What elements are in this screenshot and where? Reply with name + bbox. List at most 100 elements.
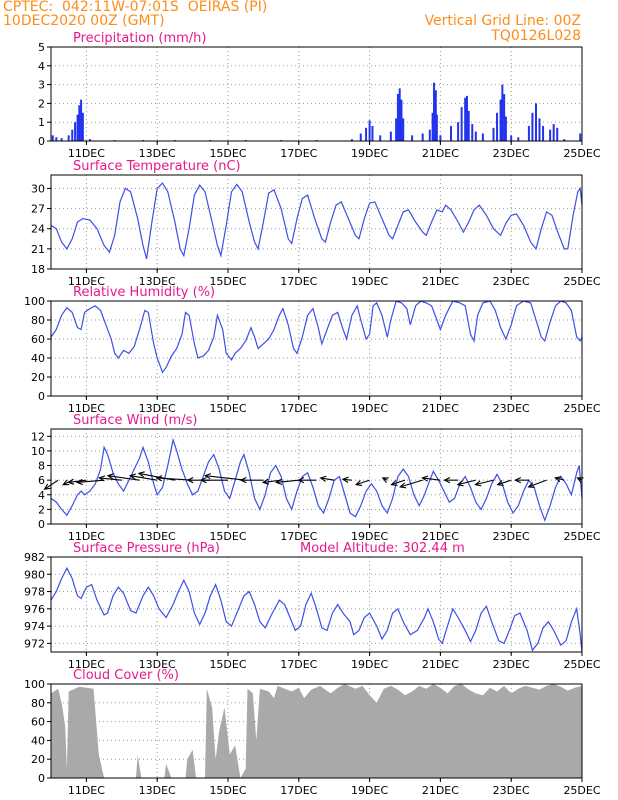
- x-tick-label: 23DEC: [493, 530, 530, 543]
- precip-bar: [464, 97, 467, 141]
- precip-bar: [549, 129, 552, 141]
- wind-arrow-head: [137, 471, 145, 478]
- wind-arrow-head: [514, 477, 522, 484]
- precip-bar: [527, 125, 530, 141]
- precip-bar: [402, 118, 405, 141]
- x-tick-label: 25DEC: [563, 402, 600, 415]
- x-tick-label: 21DEC: [422, 658, 459, 671]
- wind-arrow: [156, 477, 193, 481]
- precip-bar: [504, 116, 507, 141]
- y-tick-label: 21: [31, 243, 45, 256]
- x-tick-label: 25DEC: [563, 275, 600, 288]
- x-tick-label: 25DEC: [563, 147, 600, 160]
- precip-bar: [563, 139, 566, 141]
- wind-arrow-head: [239, 477, 247, 484]
- x-tick-label: 19DEC: [351, 530, 388, 543]
- precip-bar: [460, 107, 463, 141]
- x-tick-label: 23DEC: [493, 147, 530, 160]
- y-tick-label: 2: [38, 97, 45, 110]
- x-tick-label: 23DEC: [493, 275, 530, 288]
- panel-2: Surface Temperature (nC) 11DEC 13DEC 15DEC 1…: [31, 159, 601, 288]
- x-tick-label: 15DEC: [209, 530, 246, 543]
- x-tick-label: 21DEC: [422, 147, 459, 160]
- y-tick-label: 20: [31, 371, 45, 384]
- y-tick-label: 80: [31, 697, 45, 710]
- panel-frame: [50, 46, 583, 142]
- precip-bar: [55, 137, 58, 141]
- x-tick-label: 19DEC: [351, 147, 388, 160]
- wind-arrow: [355, 479, 370, 486]
- y-tick-label: 40: [31, 734, 45, 747]
- x-tick-label: 23DEC: [493, 784, 530, 797]
- wind-arrow: [497, 479, 512, 486]
- wind-arrow-head: [98, 475, 106, 482]
- precip-bar: [396, 94, 399, 141]
- precip-bar: [510, 135, 513, 141]
- wind-arrow-head: [443, 477, 451, 484]
- wind-arrow: [422, 477, 441, 481]
- y-tick-label: 60: [31, 333, 45, 346]
- y-tick-label: 0: [38, 390, 45, 403]
- y-tick-label: 80: [31, 314, 45, 327]
- model-code: TQ0126L028: [491, 28, 581, 44]
- panel-6: Cloud Cover (%) 11DEC 13DEC 15DEC 17DEC 19DEC…: [24, 668, 601, 797]
- wind-arrow-head: [155, 475, 163, 482]
- x-tick-label: 11DEC: [68, 275, 105, 288]
- y-tick-label: 1: [38, 116, 45, 129]
- x-tick-label: 13DEC: [139, 658, 176, 671]
- series-line: [51, 301, 582, 374]
- y-tick-label: 10: [31, 445, 45, 458]
- wind-arrow-head: [474, 480, 482, 487]
- precip-bar: [371, 125, 374, 141]
- y-tick-label: 982: [24, 551, 45, 564]
- x-tick-label: 17DEC: [280, 402, 317, 415]
- wind-arrow: [320, 477, 335, 481]
- y-tick-label: 6: [38, 474, 45, 487]
- y-tick-label: 24: [31, 223, 45, 236]
- panel-frame: [50, 300, 583, 397]
- wind-arrow-head: [261, 478, 269, 485]
- precip-bar: [481, 133, 484, 141]
- panel-title: Surface Pressure (hPa): [73, 541, 220, 556]
- precip-bar: [517, 137, 520, 141]
- precip-bar: [421, 133, 424, 141]
- wind-arrow: [391, 479, 406, 486]
- y-tick-label: 4: [38, 60, 45, 73]
- precip-bar: [434, 90, 437, 141]
- precip-bar: [368, 120, 371, 141]
- precip-bar: [400, 99, 403, 141]
- x-tick-label: 23DEC: [493, 658, 530, 671]
- series-line: [51, 566, 582, 652]
- precip-bar: [499, 99, 502, 141]
- y-tick-label: 976: [24, 603, 45, 616]
- precip-bar: [60, 138, 63, 141]
- wind-arrow-head: [421, 475, 429, 482]
- precip-bar: [71, 129, 74, 141]
- precip-bar: [531, 112, 534, 141]
- precip-bar: [88, 139, 91, 141]
- y-tick-label: 40: [31, 352, 45, 365]
- precip-bar: [76, 114, 79, 141]
- x-tick-label: 19DEC: [351, 658, 388, 671]
- y-tick-label: 0: [38, 135, 45, 148]
- x-tick-label: 13DEC: [139, 147, 176, 160]
- series-line: [51, 437, 582, 523]
- wind-arrow-head: [341, 476, 349, 483]
- precip-bar: [80, 99, 83, 141]
- panel-frame: [50, 428, 583, 525]
- wind-arrow: [400, 479, 423, 488]
- wind-arrow-head: [203, 473, 212, 480]
- wind-arrow: [342, 478, 352, 481]
- wind-arrow-head: [186, 477, 194, 484]
- precip-bar: [428, 129, 431, 141]
- panel-title: Surface Temperature (nC): [73, 159, 241, 174]
- precip-bar: [379, 135, 382, 141]
- x-tick-label: 19DEC: [351, 402, 388, 415]
- wind-arrow: [475, 479, 494, 486]
- x-tick-label: 17DEC: [280, 147, 317, 160]
- precip-bar: [492, 127, 495, 141]
- panel-title: Surface Wind (m/s): [73, 413, 197, 428]
- grid-line-note: Vertical Grid Line: 00Z: [424, 13, 581, 29]
- panel-frame: [50, 683, 583, 779]
